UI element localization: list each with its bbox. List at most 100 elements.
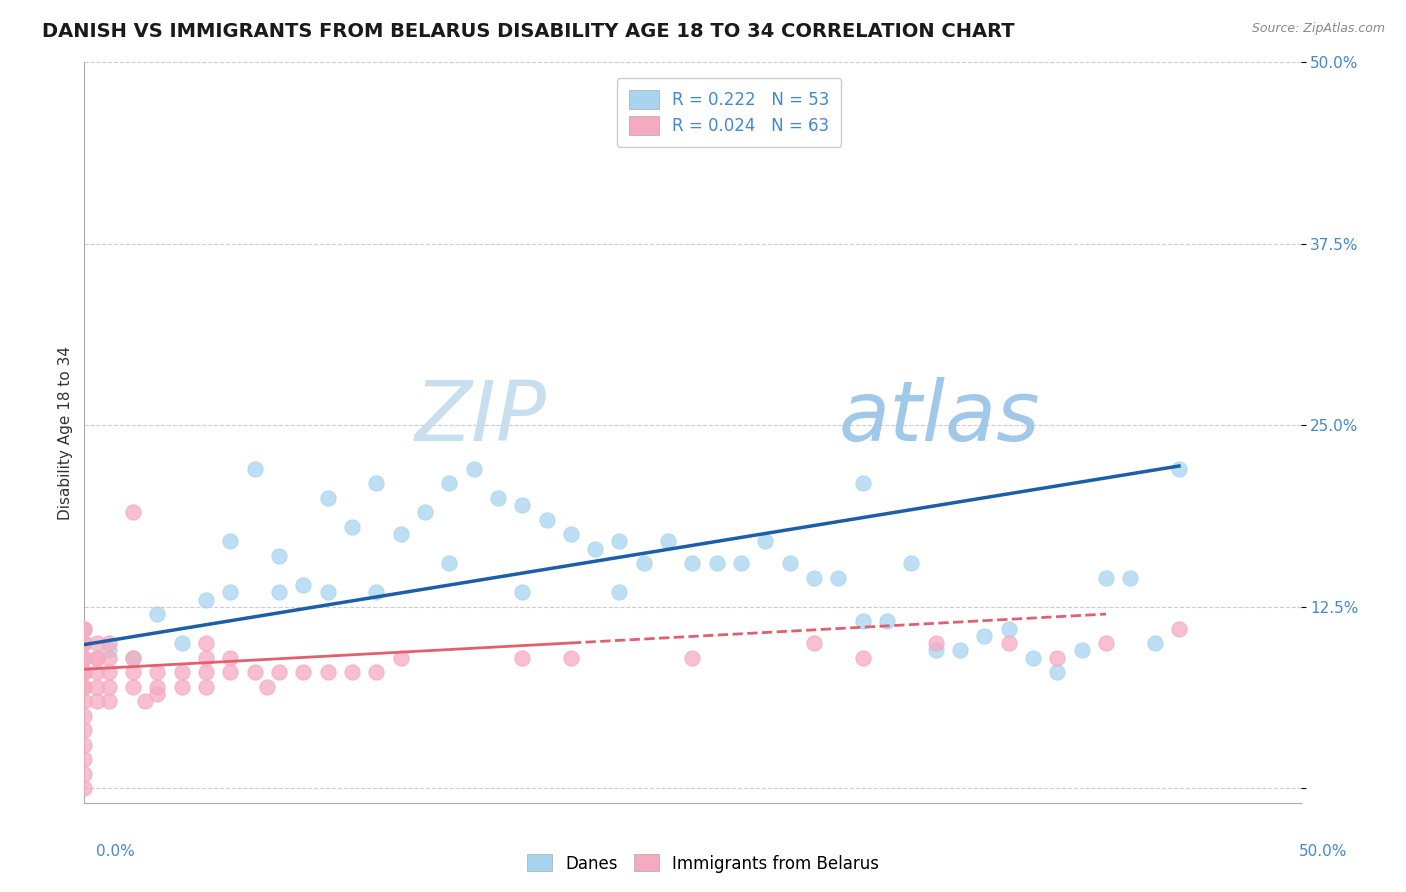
Point	[73, 738, 96, 752]
Point	[925, 636, 948, 650]
Point	[219, 650, 242, 665]
Point	[510, 650, 533, 665]
Point	[256, 680, 278, 694]
Point	[925, 643, 948, 657]
Point	[900, 556, 922, 570]
Point	[194, 665, 218, 680]
Point	[97, 650, 120, 665]
Point	[73, 781, 96, 796]
Point	[73, 636, 96, 650]
Point	[194, 592, 218, 607]
Point	[730, 556, 752, 570]
Text: atlas: atlas	[838, 377, 1040, 458]
Point	[73, 665, 96, 680]
Point	[194, 650, 218, 665]
Point	[633, 556, 655, 570]
Point	[486, 491, 509, 505]
Y-axis label: Disability Age 18 to 34: Disability Age 18 to 34	[58, 345, 73, 520]
Point	[219, 534, 242, 549]
Point	[86, 680, 108, 694]
Point	[219, 585, 242, 599]
Point	[122, 665, 145, 680]
Point	[560, 527, 582, 541]
Point	[1119, 571, 1142, 585]
Point	[973, 629, 995, 643]
Point	[219, 665, 242, 680]
Point	[73, 766, 96, 780]
Point	[1046, 650, 1069, 665]
Point	[1095, 571, 1118, 585]
Point	[316, 491, 339, 505]
Point	[1022, 650, 1045, 665]
Point	[194, 636, 218, 650]
Point	[73, 752, 96, 766]
Point	[86, 636, 108, 650]
Point	[170, 636, 193, 650]
Point	[560, 650, 582, 665]
Point	[682, 556, 704, 570]
Point	[73, 680, 96, 694]
Point	[243, 462, 266, 476]
Point	[73, 694, 96, 708]
Point	[997, 636, 1019, 650]
Point	[316, 585, 339, 599]
Point	[827, 571, 849, 585]
Point	[146, 680, 169, 694]
Point	[997, 622, 1019, 636]
Text: DANISH VS IMMIGRANTS FROM BELARUS DISABILITY AGE 18 TO 34 CORRELATION CHART: DANISH VS IMMIGRANTS FROM BELARUS DISABI…	[42, 22, 1015, 41]
Point	[122, 506, 145, 520]
Point	[413, 506, 436, 520]
Point	[852, 615, 875, 629]
Point	[97, 694, 120, 708]
Point	[267, 549, 290, 563]
Point	[510, 585, 533, 599]
Point	[609, 585, 631, 599]
Point	[340, 665, 363, 680]
Point	[292, 665, 315, 680]
Point	[852, 476, 875, 491]
Point	[146, 687, 169, 701]
Point	[97, 665, 120, 680]
Point	[754, 534, 776, 549]
Point	[73, 680, 96, 694]
Point	[146, 665, 169, 680]
Point	[86, 650, 108, 665]
Point	[366, 585, 388, 599]
Point	[779, 556, 801, 570]
Point	[706, 556, 728, 570]
Point	[194, 680, 218, 694]
Point	[170, 665, 193, 680]
Point	[86, 665, 108, 680]
Text: 50.0%: 50.0%	[1299, 845, 1347, 859]
Point	[170, 680, 193, 694]
Text: ZIP: ZIP	[415, 377, 547, 458]
Point	[463, 462, 485, 476]
Point	[243, 665, 266, 680]
Point	[609, 534, 631, 549]
Point	[267, 665, 290, 680]
Point	[73, 665, 96, 680]
Point	[73, 622, 96, 636]
Legend: R = 0.222   N = 53, R = 0.024   N = 63: R = 0.222 N = 53, R = 0.024 N = 63	[617, 78, 841, 146]
Text: Source: ZipAtlas.com: Source: ZipAtlas.com	[1251, 22, 1385, 36]
Point	[146, 607, 169, 621]
Point	[267, 585, 290, 599]
Point	[439, 556, 461, 570]
Point	[682, 650, 704, 665]
Point	[86, 650, 108, 665]
Point	[86, 694, 108, 708]
Point	[876, 615, 898, 629]
Point	[1167, 462, 1189, 476]
Point	[73, 723, 96, 738]
Point	[292, 578, 315, 592]
Point	[122, 680, 145, 694]
Point	[73, 665, 96, 680]
Point	[583, 541, 606, 556]
Point	[949, 643, 972, 657]
Point	[122, 650, 145, 665]
Point	[340, 520, 363, 534]
Point	[73, 636, 96, 650]
Point	[97, 636, 120, 650]
Point	[1070, 643, 1092, 657]
Point	[803, 571, 825, 585]
